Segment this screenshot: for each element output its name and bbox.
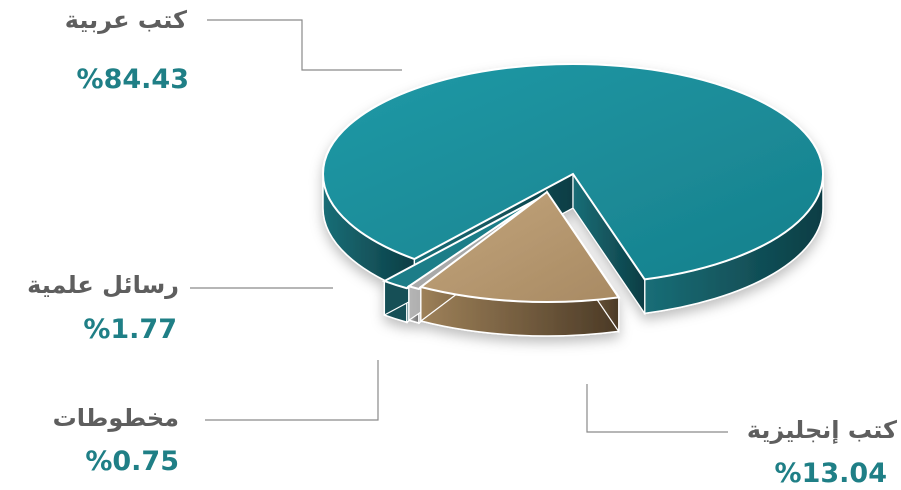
slice-value-manuscripts: %0.75 — [85, 446, 179, 477]
slice-label-theses: رسائل علمية — [27, 271, 179, 299]
leader-line-manuscripts — [205, 360, 379, 421]
slice-english-books — [418, 190, 621, 337]
slice-value-arabic-books: %84.43 — [76, 64, 189, 95]
slice-label-manuscripts: مخطوطات — [52, 404, 179, 432]
slice-value-english-books: %13.04 — [774, 458, 887, 489]
slice-label-english-books: كتب إنجليزية — [746, 416, 897, 444]
leader-line-english — [586, 384, 728, 433]
slice-value-theses: %1.77 — [83, 314, 177, 345]
leader-line-arabic — [207, 19, 402, 71]
slice-label-arabic-books: كتب عربية — [64, 6, 187, 34]
